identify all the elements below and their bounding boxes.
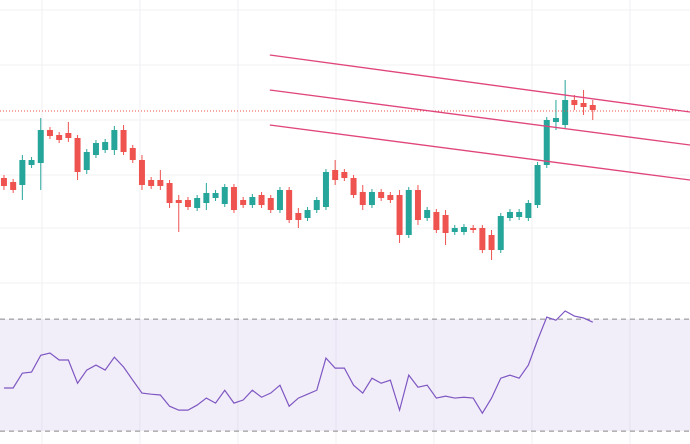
candle-body (0, 178, 7, 186)
candle-body (387, 195, 394, 200)
candle-body (240, 200, 247, 205)
candle-body (111, 130, 118, 150)
candle-body (516, 212, 523, 217)
candle-body (424, 210, 431, 218)
candle-body (396, 195, 403, 235)
candle-body (589, 105, 596, 110)
candle-body (184, 200, 191, 207)
candle-body (19, 160, 26, 185)
candle-body (433, 212, 440, 230)
candle-body (359, 192, 366, 205)
candle-body (451, 228, 458, 232)
candle-body (543, 120, 550, 165)
candle-body (267, 198, 274, 210)
channel-line (269, 124, 690, 181)
candle-body (313, 200, 320, 210)
candle-body (148, 180, 155, 186)
candle-body (332, 170, 339, 180)
candle-body (221, 187, 228, 204)
candle-body (166, 183, 173, 203)
candle-body (276, 190, 283, 210)
candle-body (157, 180, 164, 186)
candle-body (414, 190, 421, 220)
band-fill (0, 319, 690, 432)
candle-body (442, 215, 449, 233)
candle-body (368, 192, 375, 205)
candle-body (138, 160, 145, 185)
candle-body (562, 100, 569, 125)
candle-body (378, 192, 385, 198)
candle-body (230, 187, 237, 210)
candle-body (506, 212, 513, 218)
candle-body (102, 142, 109, 150)
candle-body (129, 148, 136, 160)
candle-body (28, 160, 35, 165)
candle-body (341, 172, 348, 178)
candle-body (37, 130, 44, 163)
candle-body (479, 228, 486, 250)
candle-body (194, 198, 201, 208)
candle-body (286, 190, 293, 220)
candle-body (304, 210, 311, 218)
candle-body (10, 182, 17, 190)
candle-body (497, 216, 504, 250)
channel-line (269, 54, 690, 113)
candle-body (175, 200, 182, 203)
candle-body (322, 172, 329, 207)
candle-body (580, 103, 587, 107)
candle-body (92, 143, 99, 155)
candle-body (488, 235, 495, 250)
candle-body (525, 203, 532, 218)
candle-body (295, 213, 302, 220)
channel-line (269, 89, 690, 146)
candle-body (460, 227, 467, 232)
candle-body (552, 118, 559, 122)
candle-body (65, 133, 72, 138)
candle-body (203, 193, 210, 203)
candle-body (470, 228, 477, 230)
candle-body (83, 152, 90, 170)
candle-body (46, 130, 53, 136)
rsi-line (3, 310, 594, 415)
candle-body (212, 193, 219, 198)
candle-body (571, 100, 578, 105)
candle-body (350, 178, 357, 195)
candle-body (258, 195, 265, 205)
candle-body (56, 135, 63, 140)
candle-body (534, 165, 541, 205)
candle-body (405, 190, 412, 235)
candle-body (74, 138, 81, 172)
candle-body (249, 197, 256, 205)
candle-body (120, 130, 127, 152)
